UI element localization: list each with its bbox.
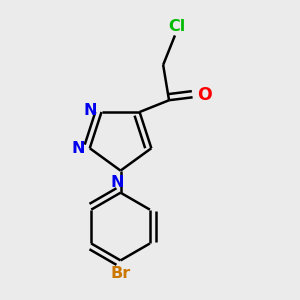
- Text: N: N: [72, 141, 85, 156]
- Text: Br: Br: [110, 266, 131, 281]
- Text: O: O: [197, 86, 212, 104]
- Text: N: N: [111, 175, 124, 190]
- Text: Cl: Cl: [168, 19, 185, 34]
- Text: N: N: [84, 103, 97, 118]
